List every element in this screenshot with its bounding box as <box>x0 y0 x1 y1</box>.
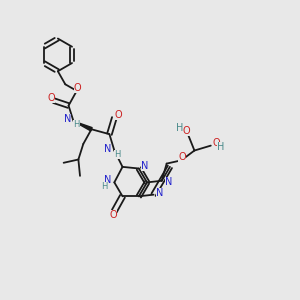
Text: O: O <box>178 152 186 162</box>
Text: H: H <box>114 150 121 159</box>
Text: N: N <box>140 160 148 170</box>
Text: O: O <box>213 138 220 148</box>
Text: H: H <box>101 182 107 191</box>
Text: O: O <box>110 211 117 220</box>
Text: H: H <box>217 142 224 152</box>
Text: N: N <box>64 114 71 124</box>
Text: O: O <box>183 126 190 136</box>
Text: O: O <box>74 83 81 94</box>
Text: H: H <box>73 120 80 129</box>
Polygon shape <box>74 121 92 131</box>
Text: N: N <box>104 175 112 185</box>
Text: N: N <box>165 177 172 187</box>
Text: N: N <box>156 188 163 198</box>
Text: N: N <box>104 144 112 154</box>
Text: O: O <box>48 93 55 103</box>
Text: H: H <box>176 123 183 133</box>
Text: O: O <box>114 110 122 120</box>
